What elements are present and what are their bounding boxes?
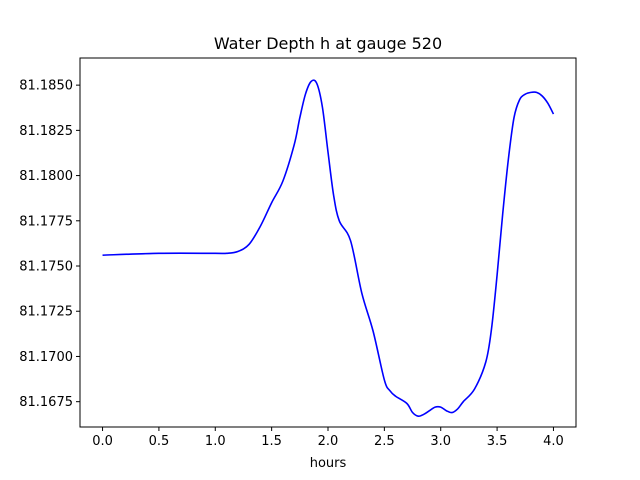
y-tick-label: 81.1850 xyxy=(19,79,73,94)
x-tick-label: 2.5 xyxy=(374,434,395,449)
y-tick-label: 81.1750 xyxy=(19,260,73,275)
y-axis-ticks: 81.1675 81.1700 81.1725 81.1750 81.1775 81.18… xyxy=(19,79,80,410)
y-tick-label: 81.1775 xyxy=(19,214,73,229)
x-axis-label: hours xyxy=(310,456,347,471)
x-tick-label: 3.5 xyxy=(487,434,508,449)
x-tick-label: 0.0 xyxy=(92,434,113,449)
y-tick-label: 81.1800 xyxy=(19,169,73,184)
x-tick-label: 4.0 xyxy=(543,434,564,449)
y-tick-label: 81.1675 xyxy=(19,395,73,410)
x-tick-label: 2.0 xyxy=(318,434,339,449)
x-tick-label: 3.0 xyxy=(430,434,451,449)
chart-title: Water Depth h at gauge 520 xyxy=(214,34,442,53)
x-axis-ticks: 0.0 0.5 1.0 1.5 2.0 2.5 3.0 3.5 4.0 xyxy=(92,427,564,449)
x-tick-label: 1.5 xyxy=(261,434,282,449)
axes-frame xyxy=(79,57,577,428)
x-tick-label: 1.0 xyxy=(205,434,226,449)
series-layer xyxy=(102,79,555,417)
y-tick-label: 81.1700 xyxy=(19,350,73,365)
x-tick-label: 0.5 xyxy=(149,434,170,449)
y-tick-label: 81.1725 xyxy=(19,305,73,320)
y-tick-label: 81.1825 xyxy=(19,124,73,139)
series-line-0 xyxy=(102,79,555,417)
